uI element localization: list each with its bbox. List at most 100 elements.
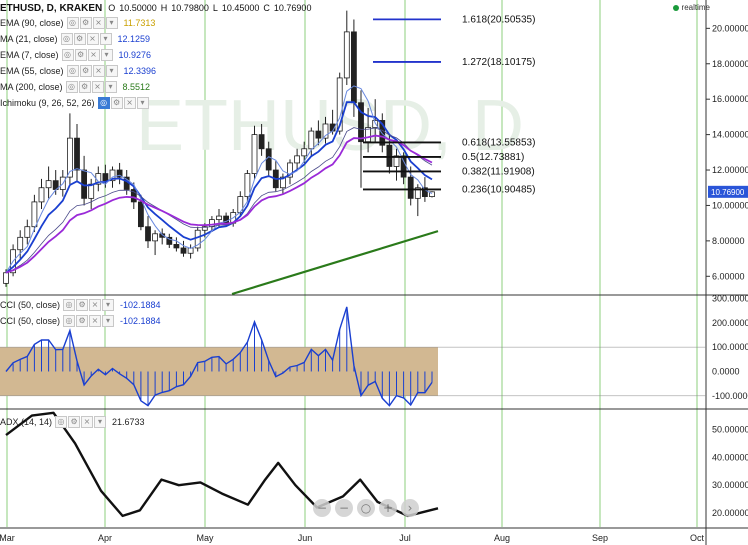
symbol-title[interactable]: ETHUSD, D, KRAKEN [0, 2, 103, 14]
more-icon[interactable]: ▾ [102, 315, 115, 327]
adx-name[interactable]: ADX (14, 14) [0, 417, 53, 427]
indicator-buttons: ◎ ⚙ × ▾ [65, 81, 117, 93]
fib-level-label: 0.382(11.91908) [462, 166, 535, 177]
more-icon[interactable]: ▾ [100, 49, 113, 61]
settings-icon[interactable]: ⚙ [78, 81, 91, 93]
more-icon[interactable]: ▾ [136, 97, 149, 109]
reset-button[interactable]: ○ [357, 499, 375, 517]
more-icon[interactable]: ▾ [104, 81, 117, 93]
adx-tick-label: 20.00000 [712, 508, 748, 518]
close-icon[interactable]: × [86, 33, 99, 45]
eye-icon[interactable]: ◎ [61, 49, 74, 61]
eye-icon[interactable]: ◎ [66, 65, 79, 77]
price-label-box [708, 185, 748, 198]
adx-buttons: ◎ ⚙ × ▾ [55, 416, 107, 428]
zoom-in-button[interactable]: + [379, 499, 397, 517]
candle [393, 155, 400, 167]
candle [244, 173, 251, 197]
candle [88, 183, 95, 199]
fib-level-label: 0.5(12.73881) [462, 152, 524, 163]
more-icon[interactable]: ▾ [99, 33, 112, 45]
indicator-name[interactable]: MA (200, close) [0, 82, 63, 92]
more-icon[interactable]: ▾ [105, 65, 118, 77]
candle [102, 173, 109, 182]
more-icon[interactable]: ▾ [102, 299, 115, 311]
realtime-dot-icon [672, 4, 679, 11]
adx-line [5, 411, 439, 518]
eye-icon[interactable]: ◎ [63, 299, 76, 311]
settings-icon[interactable]: ⚙ [68, 416, 81, 428]
close-icon[interactable]: × [81, 416, 94, 428]
eye-icon[interactable]: ◎ [63, 315, 76, 327]
candle [315, 130, 322, 139]
candle [137, 201, 144, 228]
settings-icon[interactable]: ⚙ [79, 17, 92, 29]
settings-icon[interactable]: ⚙ [73, 33, 86, 45]
more-icon[interactable]: ▾ [105, 17, 118, 29]
candle [294, 155, 301, 164]
settings-icon[interactable]: ⚙ [79, 65, 92, 77]
settings-icon[interactable]: ⚙ [74, 49, 87, 61]
indicator-name[interactable]: EMA (90, close) [0, 18, 64, 28]
close-icon[interactable]: × [87, 49, 100, 61]
eye-icon[interactable]: ◎ [55, 416, 68, 428]
candle [45, 180, 52, 189]
scroll-right-button[interactable]: › [401, 499, 419, 517]
scroll-left-button[interactable]: − [335, 499, 353, 517]
close-icon[interactable]: × [123, 97, 136, 109]
chart-header: ETHUSD, D, KRAKEN O 10.50000 H 10.79800 … [0, 0, 315, 16]
close-label: C [263, 3, 270, 13]
candle [116, 169, 123, 178]
indicator-row: EMA (7, close) ◎ ⚙ × ▾ 10.9276 [0, 48, 151, 62]
close-icon[interactable]: × [91, 81, 104, 93]
cci-name[interactable]: CCI (50, close) [0, 316, 61, 326]
candle [130, 189, 137, 203]
indicator-buttons: ◎ ⚙ × ▾ [60, 33, 112, 45]
price-tick-label: 6.00000 [712, 271, 745, 281]
indicator-buttons: ◎ ⚙ × ▾ [97, 97, 149, 109]
time-tick-label: Oct [690, 533, 705, 543]
adx-legend: ADX (14, 14) ◎ ⚙ × ▾ 21.6733 [0, 415, 145, 429]
eye-icon[interactable]: ◎ [65, 81, 78, 93]
candle [152, 233, 159, 242]
indicator-value: 12.3396 [123, 66, 157, 76]
adx-tick-label: 40.00000 [712, 452, 748, 462]
indicator-name[interactable]: Ichimoku (9, 26, 52, 26) [0, 98, 95, 108]
candle [3, 272, 9, 284]
eye-icon[interactable]: ◎ [97, 97, 110, 109]
cci-row: CCI (50, close) ◎ ⚙ × ▾ -102.1884 [0, 314, 161, 328]
price-tick-label: 12.00000 [712, 165, 748, 175]
eye-icon[interactable]: ◎ [66, 17, 79, 29]
indicator-name[interactable]: EMA (55, close) [0, 66, 64, 76]
settings-icon[interactable]: ⚙ [76, 299, 89, 311]
high-value: 10.79800 [171, 3, 209, 13]
zoom-out-button[interactable]: − [313, 499, 331, 517]
price-tick-label: 16.00000 [712, 94, 748, 104]
indicator-name[interactable]: EMA (7, close) [0, 50, 59, 60]
more-icon[interactable]: ▾ [94, 416, 107, 428]
indicator-name[interactable]: MA (21, close) [0, 34, 58, 44]
candle [287, 162, 293, 178]
candle [279, 176, 286, 189]
price-tick-label: 20.00000 [712, 23, 748, 33]
time-tick-label: Jul [399, 533, 411, 543]
candle [386, 144, 393, 167]
fib-level-label: 0.618(13.55853) [462, 137, 535, 148]
close-icon[interactable]: × [92, 17, 105, 29]
ema7-line [5, 101, 433, 274]
indicator-row: MA (21, close) ◎ ⚙ × ▾ 12.1259 [0, 32, 150, 46]
close-icon[interactable]: × [92, 65, 105, 77]
settings-icon[interactable]: ⚙ [76, 315, 89, 327]
realtime-label: realtime [681, 3, 710, 12]
candle [301, 148, 308, 157]
eye-icon[interactable]: ◎ [60, 33, 73, 45]
ema55-line [5, 127, 433, 274]
cci-name[interactable]: CCI (50, close) [0, 300, 61, 310]
cci-buttons: ◎ ⚙ × ▾ [63, 299, 115, 311]
close-icon[interactable]: × [89, 299, 102, 311]
settings-icon[interactable]: ⚙ [110, 97, 123, 109]
cci-value: -102.1884 [120, 316, 161, 326]
close-icon[interactable]: × [89, 315, 102, 327]
time-tick-label: Sep [592, 533, 608, 543]
